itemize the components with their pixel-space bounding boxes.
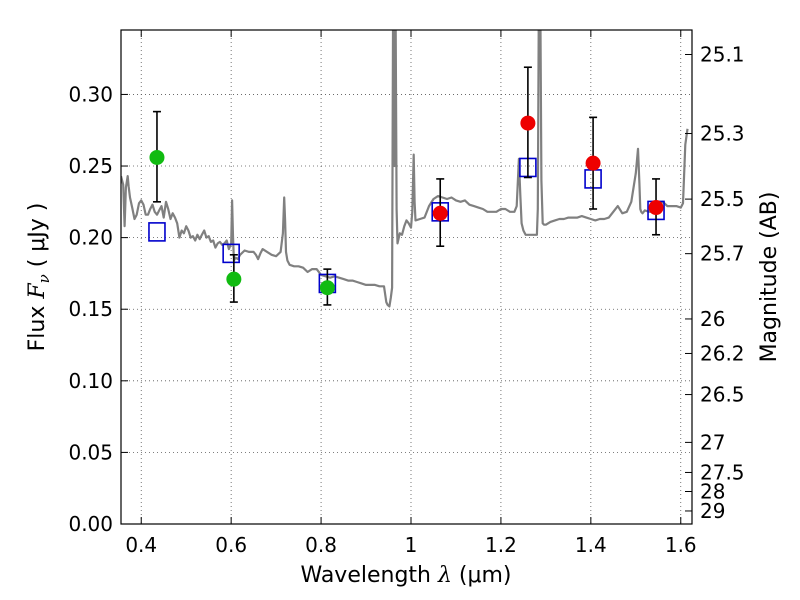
y2-tick-label: 29 — [700, 499, 725, 523]
y-tick-label: 0.00 — [68, 512, 113, 536]
x-tick-label: 1.6 — [665, 533, 697, 557]
model-spectrum — [121, 30, 689, 308]
x-tick-label: 0.6 — [215, 533, 247, 557]
model-point — [222, 243, 240, 264]
y2-tick-label: 28 — [700, 479, 725, 503]
y-tick-label: 0.20 — [68, 226, 113, 250]
error-bars — [152, 66, 661, 306]
model-point — [148, 222, 166, 242]
y-tick-label: 0.30 — [68, 82, 113, 106]
x-tick-label: 0.8 — [305, 533, 337, 557]
y-tick-label: 0.15 — [68, 297, 113, 321]
observed-photometry — [149, 115, 664, 296]
grid — [121, 30, 692, 525]
y2-tick-label: 25.1 — [700, 42, 745, 66]
y-tick-label: 0.05 — [68, 440, 113, 464]
x-tick-label: 1.4 — [575, 533, 607, 557]
observed-point — [226, 271, 242, 287]
y2-tick-label: 25.7 — [700, 242, 745, 266]
observed-point — [319, 280, 335, 296]
observed-point — [648, 200, 664, 216]
y2-tick-label: 26 — [700, 307, 725, 331]
observed-point — [432, 205, 448, 221]
y-tick-label: 0.25 — [68, 154, 113, 178]
observed-point — [149, 149, 165, 165]
model-photometry — [148, 157, 665, 294]
y2-tick-label: 27.5 — [700, 460, 745, 484]
x-tick-label: 0.4 — [125, 533, 157, 557]
spectrum-line — [121, 30, 689, 308]
y-tick-label: 0.10 — [68, 369, 113, 393]
plot-frame — [120, 29, 693, 525]
x-tick-label: 1 — [405, 533, 418, 557]
observed-point — [585, 155, 601, 171]
y2-tick-label: 26.5 — [700, 383, 745, 407]
y2-tick-label: 25.3 — [700, 122, 745, 146]
axis-ticks: 0.4 0.6 0.8 1 1.2 1.4 1.6 0.00 0.05 0.10 0.15 0.20 0… — [68, 30, 745, 557]
x-tick-label: 1.2 — [485, 533, 517, 557]
y-axis-label: Flux Fν ( μJy ) — [25, 203, 53, 352]
y2-axis-label: Magnitude (AB) — [757, 192, 782, 363]
y2-tick-label: 25.5 — [700, 187, 745, 211]
x-axis-label: Wavelength λ (μm) — [300, 563, 511, 588]
y2-tick-label: 26.2 — [700, 341, 745, 365]
observed-point — [520, 115, 536, 131]
y2-tick-label: 27 — [700, 430, 725, 454]
